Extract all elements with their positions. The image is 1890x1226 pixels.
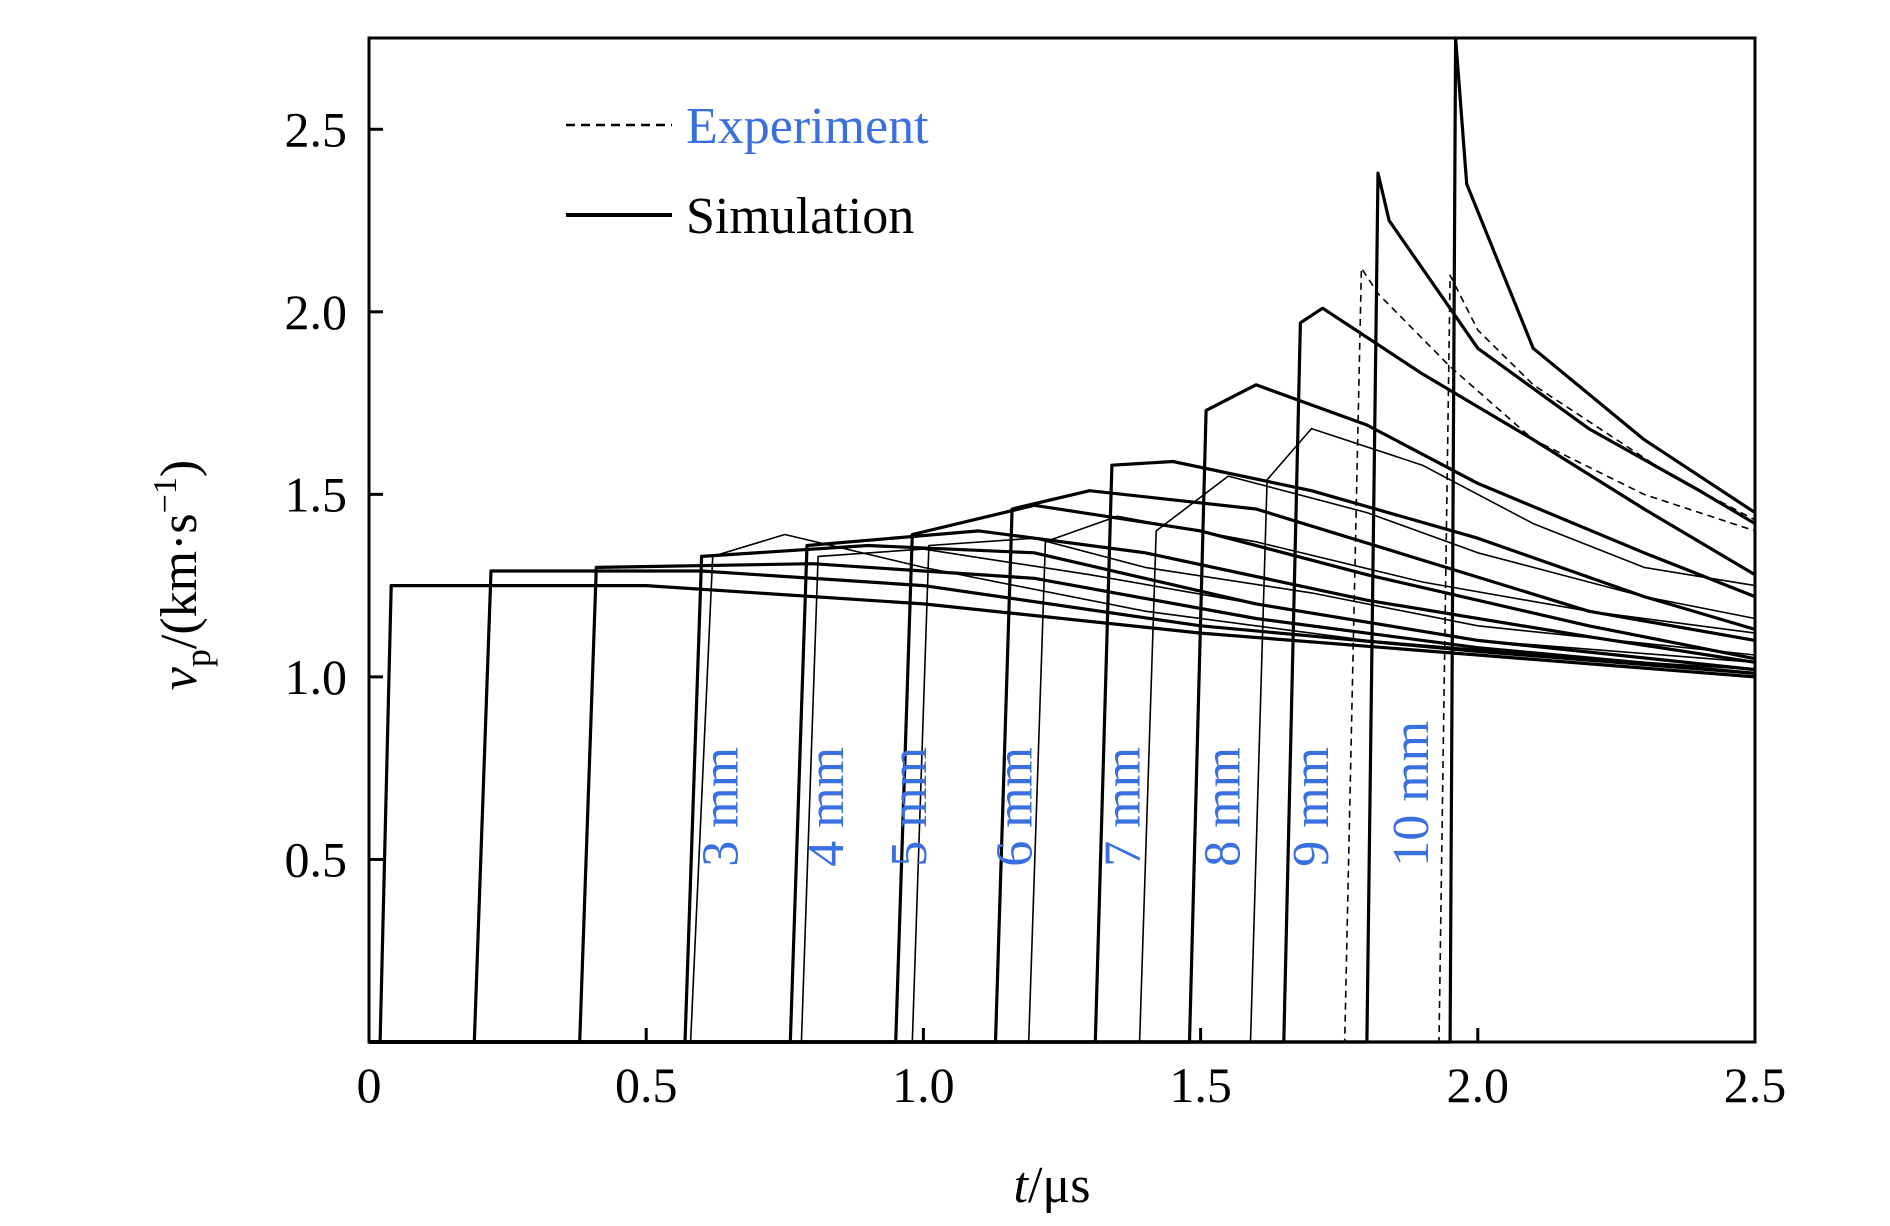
y-axis-unit: /(km·s [151,513,208,649]
annotation-label-8: 10 mm [1383,721,1440,867]
series-layer [369,36,1756,1044]
x-axis-title: t/μs [1013,1157,1090,1214]
simulation-line-4 [369,543,1756,1044]
x-tick-label-1: 0.5 [615,1057,678,1113]
y-tick-label-4: 2.5 [285,101,348,157]
experiment-line-6 [369,427,1756,1043]
axis-layer: 0 0.5 1.0 1.5 2.0 2.5 0.5 1.0 1.5 2.0 2.5 [285,101,1787,1113]
y-axis-title-group: vp/(km·s−1) [147,460,218,690]
annotation-label-4: 6 mm [987,747,1044,867]
x-tick-label-0: 0 [357,1057,382,1113]
simulation-line-3 [369,562,1756,1044]
experiment-line-7 [369,267,1756,1043]
annotation-label-6: 8 mm [1194,747,1251,867]
legend: Experiment Simulation [566,98,929,245]
simulation-line-6 [369,503,1756,1044]
y-axis-title: vp/(km·s−1) [147,460,218,690]
x-tick-label-4: 2.0 [1447,1057,1510,1113]
y-axis-subscript: p [178,649,218,667]
plot-frame [367,36,1757,1044]
simulation-line-11 [369,171,1756,1044]
annotation-label-7: 9 mm [1283,747,1340,867]
x-axis-variable: t [1013,1157,1029,1214]
y-tick-label-1: 1.0 [285,649,348,705]
annotation-layer: 3 mm 4 mm 5 mm 6 mm 7 mm 8 mm 9 mm 10 mm [693,721,1440,867]
y-tick-label-2: 1.5 [285,466,348,522]
x-tick-label-5: 2.5 [1724,1057,1787,1113]
annotation-label-5: 7 mm [1095,747,1152,867]
simulation-line-7 [369,489,1756,1044]
annotation-label-2: 4 mm [798,747,855,867]
y-axis-superscript: −1 [147,477,184,513]
annotation-label-3: 5 mm [881,747,938,867]
x-tick-label-2: 1.0 [892,1057,955,1113]
y-tick-label-3: 2.0 [285,284,348,340]
simulation-line-1 [369,584,1756,1044]
simulation-line-8 [369,459,1756,1044]
legend-label-experiment: Experiment [686,98,929,155]
experiment-line-3 [369,537,1756,1043]
y-axis-variable: v [151,666,208,690]
y-tick-label-0: 0.5 [285,831,348,887]
x-axis-unit: /μs [1028,1157,1091,1214]
y-axis-unit-close: ) [151,460,208,477]
legend-label-simulation: Simulation [686,188,914,245]
annotation-label-1: 3 mm [693,747,750,867]
x-tick-label-3: 1.5 [1169,1057,1232,1113]
simulation-line-5 [369,529,1756,1044]
simulation-line-2 [369,569,1756,1044]
simulation-line-9 [369,383,1756,1044]
simulation-line-10 [369,306,1756,1044]
